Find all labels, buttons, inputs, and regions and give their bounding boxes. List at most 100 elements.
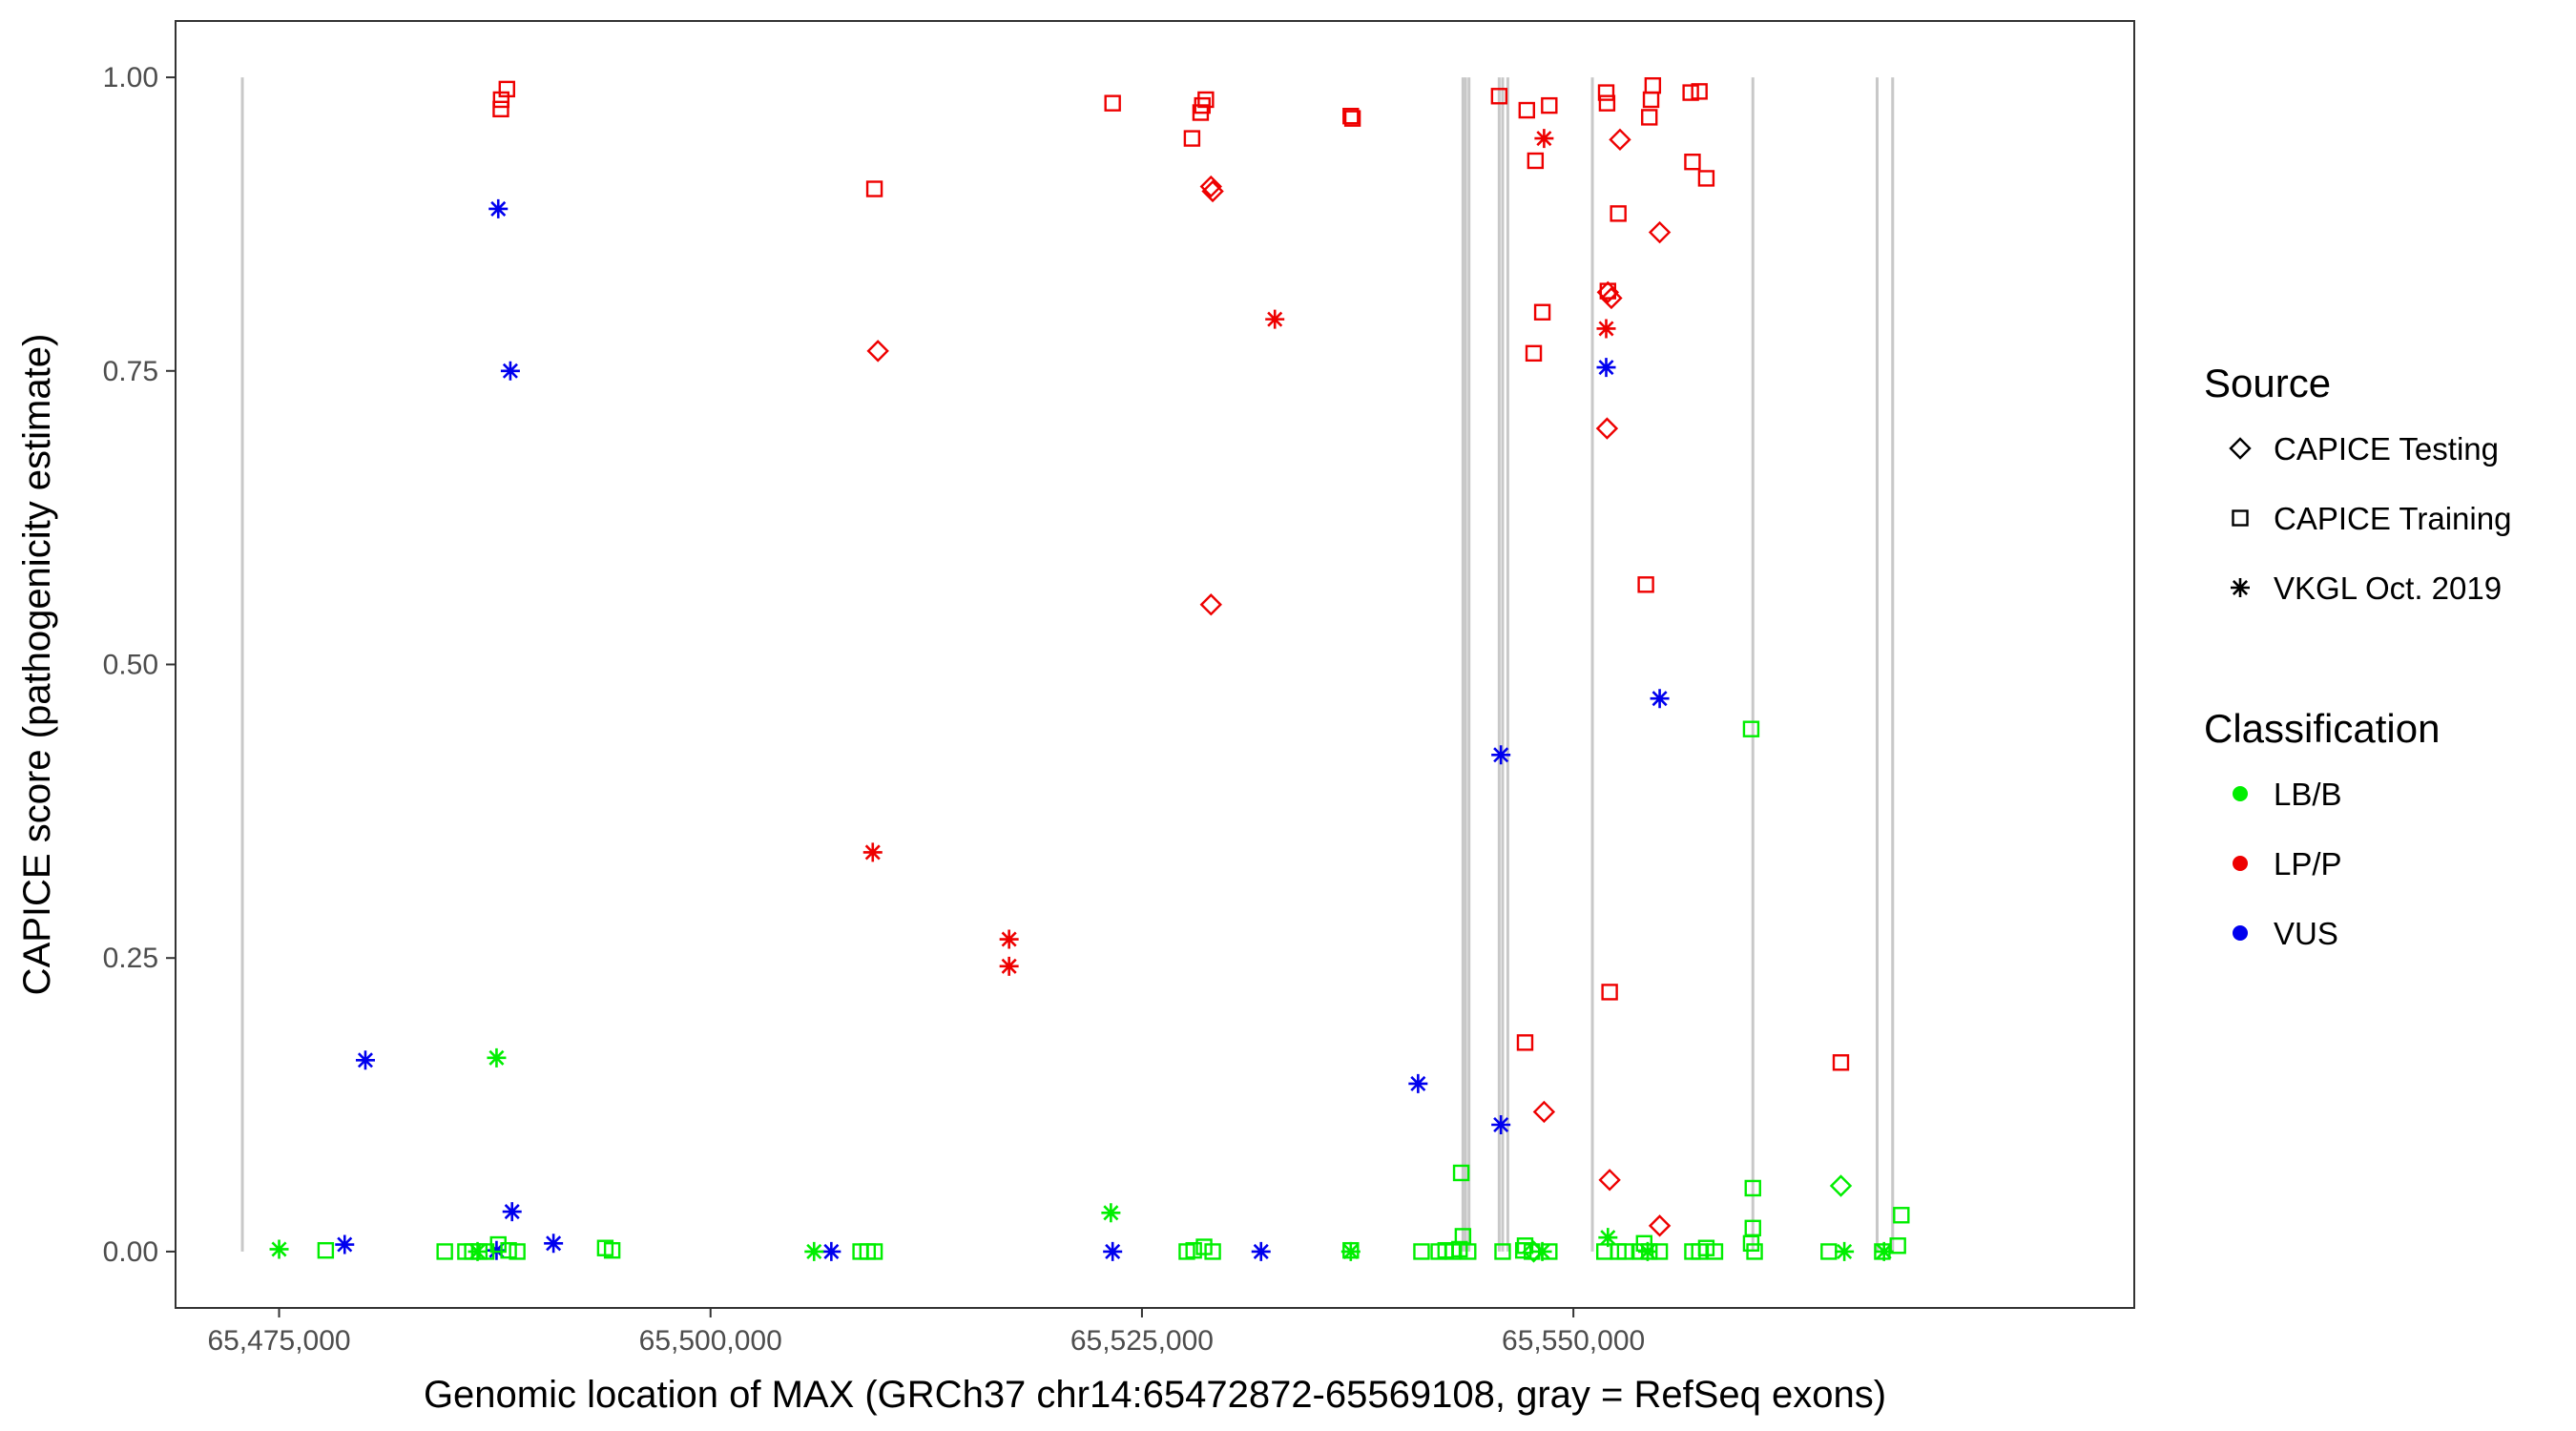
data-point [1874, 1241, 1894, 1261]
data-point [1491, 745, 1511, 765]
data-point [1522, 1240, 1546, 1263]
data-point [1494, 1243, 1511, 1260]
data-point [1265, 309, 1285, 329]
data-point [1682, 84, 1699, 101]
data-point [1514, 1241, 1532, 1259]
data-point [1595, 417, 1619, 440]
data-point [1598, 1228, 1618, 1248]
data-point [603, 1241, 621, 1259]
data-point [1684, 154, 1701, 171]
data-point [498, 80, 515, 98]
data-point [862, 842, 883, 862]
data-point [1451, 1240, 1468, 1258]
data-point [467, 1241, 488, 1261]
data-point [999, 956, 1019, 976]
data-point [1104, 94, 1121, 112]
data-point [1651, 1243, 1669, 1260]
data-point [1491, 1114, 1511, 1134]
data-point [1598, 94, 1616, 112]
data-point [1518, 101, 1535, 119]
data-point [1516, 1034, 1534, 1051]
x-tick-label: 65,475,000 [207, 1325, 350, 1357]
data-point [1199, 593, 1222, 616]
legend-classification-label: VUS [2274, 916, 2338, 951]
data-point [500, 361, 520, 381]
data-point [317, 1241, 335, 1259]
axes: 0.00 0.25 0.50 0.75 1.00 65,475,000 65,500,000… [103, 62, 1646, 1357]
legend-classification-label: LP/P [2274, 846, 2342, 881]
data-point [1706, 1243, 1724, 1260]
data-point [1185, 1241, 1202, 1259]
data-point [1342, 107, 1360, 125]
data-point [1644, 76, 1662, 94]
legend-key-asterisk [2231, 578, 2250, 597]
data-point [1616, 1243, 1634, 1260]
data-point [1893, 1207, 1910, 1224]
data-point [500, 1241, 517, 1259]
data-points [269, 76, 1910, 1263]
data-point [1103, 1241, 1123, 1261]
legend-source-label: CAPICE Testing [2274, 431, 2499, 467]
legend-key-diamond [2229, 437, 2252, 460]
data-point [1648, 1214, 1672, 1237]
data-point [1525, 344, 1543, 363]
data-point [1600, 286, 1623, 310]
x-tick-label: 65,550,000 [1502, 1325, 1645, 1357]
data-point [1413, 1243, 1430, 1260]
data-point [1101, 1203, 1121, 1223]
data-point [1648, 220, 1672, 244]
data-point [355, 1050, 375, 1070]
data-point [1697, 170, 1715, 187]
data-point [1408, 1073, 1428, 1093]
data-point [1597, 84, 1615, 101]
data-point [1195, 1238, 1213, 1255]
data-point [1641, 1243, 1658, 1260]
data-point [502, 1202, 522, 1222]
y-axis-title: CAPICE score (pathogenicity estimate) [16, 334, 58, 996]
data-point [1199, 175, 1222, 198]
data-point [335, 1234, 355, 1255]
data-point [1204, 1243, 1221, 1260]
legend-classification-label: LB/B [2274, 777, 2342, 812]
data-point [1598, 1169, 1621, 1192]
data-point [1201, 179, 1224, 203]
x-tick-label: 65,500,000 [639, 1325, 782, 1357]
data-point [1744, 1219, 1761, 1237]
data-point [1874, 1243, 1891, 1260]
legend-source-label: VKGL Oct. 2019 [2274, 570, 2502, 606]
data-point [436, 1243, 453, 1260]
data-point [866, 340, 889, 363]
data-point [509, 1243, 526, 1260]
data-point [1650, 689, 1670, 709]
data-point [544, 1234, 564, 1254]
data-point [1835, 1241, 1855, 1261]
data-point [821, 1241, 841, 1261]
data-point [1541, 96, 1558, 114]
data-point [488, 198, 509, 218]
data-point [1601, 984, 1618, 1001]
data-point [1527, 152, 1545, 170]
plot-panel [175, 20, 2135, 1309]
data-point [1197, 91, 1215, 109]
data-point [1343, 110, 1361, 127]
y-tick-label: 0.50 [103, 650, 158, 681]
x-tick-label: 65,525,000 [1070, 1325, 1214, 1357]
data-point [1533, 303, 1551, 321]
y-tick-label: 1.00 [103, 62, 158, 93]
exon-lines [240, 77, 1895, 1252]
data-point [492, 91, 510, 109]
legend-key-dot [2233, 786, 2248, 801]
data-point [492, 100, 509, 118]
legend-key-dot [2233, 856, 2248, 871]
data-point [1742, 720, 1760, 737]
data-point [487, 1047, 507, 1068]
data-point [1889, 1237, 1906, 1255]
data-point [1641, 109, 1658, 126]
data-point [1595, 1243, 1613, 1260]
data-point [1596, 358, 1616, 378]
legend-key-dot [2233, 925, 2248, 941]
data-point [999, 929, 1019, 949]
data-point [1251, 1241, 1271, 1261]
data-point [1596, 319, 1616, 339]
